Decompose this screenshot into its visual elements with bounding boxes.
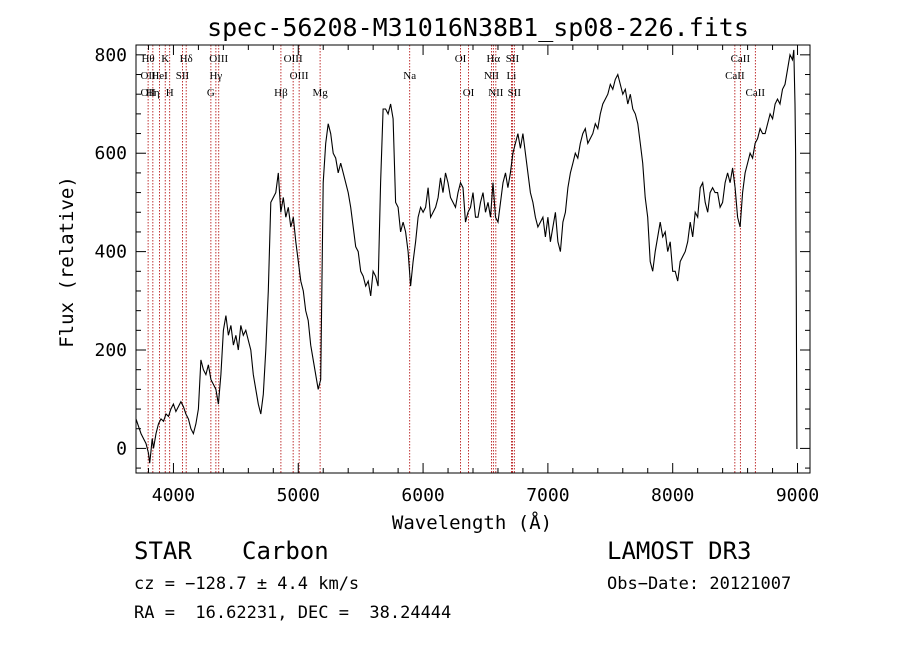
line-label: CaII — [746, 87, 766, 99]
y-tick-label: 0 — [116, 438, 127, 459]
line-label: CaII — [731, 53, 751, 65]
x-tick-label: 6000 — [401, 485, 444, 506]
line-label: G — [207, 87, 215, 99]
y-axis-ticks: 0 200 400 600 800 — [94, 45, 810, 469]
line-label: Hα — [486, 53, 500, 65]
x-axis-ticks: 4000 5000 6000 7000 8000 9000 — [147, 45, 819, 506]
line-label: Hβ — [274, 87, 288, 99]
y-tick-label: 600 — [94, 143, 127, 164]
line-label: OIII — [284, 53, 303, 65]
observation-date: Obs−Date: 20121007 — [607, 574, 792, 594]
redshift-velocity: cz = −128.7 ± 4.4 km/s — [134, 574, 360, 594]
x-tick-label: 5000 — [277, 485, 320, 506]
line-label: SII — [176, 70, 190, 82]
line-label: OII — [140, 87, 156, 99]
y-tick-label: 200 — [94, 340, 127, 361]
x-tick-label: 8000 — [651, 485, 694, 506]
line-label: OII — [140, 70, 156, 82]
line-label: NII — [484, 70, 500, 82]
x-axis-label: Wavelength (Å) — [392, 511, 552, 534]
object-subclass: Carbon — [242, 537, 329, 565]
survey-name: LAMOST DR3 — [607, 537, 752, 565]
y-tick-label: 400 — [94, 242, 127, 263]
y-axis-label: Flux (relative) — [56, 176, 78, 348]
ra-dec-coordinates: RA = 16.62231, DEC = 38.24444 — [134, 603, 452, 623]
line-label: CaII — [725, 70, 745, 82]
emission-line-markers — [147, 45, 756, 473]
line-label: Hη — [146, 87, 160, 99]
line-label: SII — [506, 53, 520, 65]
spectrum-line — [135, 49, 798, 464]
line-label: SII — [508, 87, 522, 99]
x-tick-label: 4000 — [152, 485, 195, 506]
line-label: K — [161, 53, 169, 65]
emission-line-labels: HθOIIOIIHηHeIKHSIIHδGHγOIIIHβOIIIOIIIMgN… — [140, 53, 765, 99]
line-label: Hγ — [209, 70, 222, 82]
line-label: Mg — [312, 87, 328, 99]
line-label: H — [166, 87, 174, 99]
x-tick-label: 7000 — [526, 485, 569, 506]
line-label: OI — [463, 87, 475, 99]
chart-title: spec-56208-M31016N38B1_sp08-226.fits — [207, 13, 749, 42]
object-type: STAR — [134, 537, 192, 565]
line-label: Na — [403, 70, 416, 82]
line-label: Hθ — [141, 53, 154, 65]
line-label: OIII — [209, 53, 228, 65]
x-tick-label: 9000 — [776, 485, 819, 506]
line-label: HeI — [151, 70, 168, 82]
line-label: Hδ — [180, 53, 193, 65]
line-label: NII — [488, 87, 504, 99]
y-tick-label: 800 — [94, 45, 127, 66]
line-label: OI — [455, 53, 467, 65]
line-label: Li — [507, 70, 517, 82]
line-label: OIII — [290, 70, 309, 82]
plot-frame — [135, 44, 811, 474]
